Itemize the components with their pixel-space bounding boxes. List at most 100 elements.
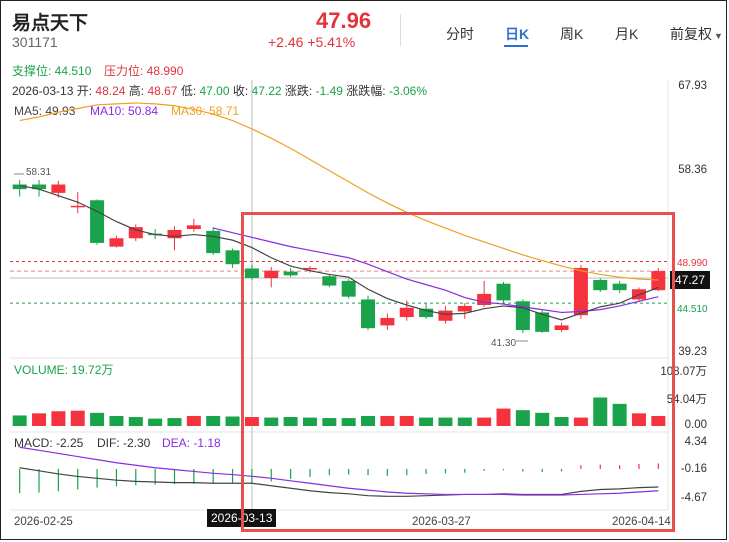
ma10-label: MA10: 50.84 — [90, 104, 159, 118]
candle-body — [264, 270, 279, 279]
volume-bar — [612, 403, 627, 426]
low-annotation: 41.30 — [491, 338, 517, 349]
volume-bar — [438, 417, 453, 426]
candle-body — [70, 205, 85, 208]
high-label: 高: — [128, 84, 148, 98]
candle-body — [535, 312, 550, 332]
support-axis-label: 44.510 — [677, 304, 708, 315]
candle-body — [457, 305, 472, 312]
candle-body — [32, 184, 47, 190]
candle-body — [341, 280, 356, 297]
date-label-start: 2026-02-25 — [14, 516, 73, 528]
tab-intraday[interactable]: 分时 — [446, 26, 474, 42]
volume-bar — [186, 415, 201, 426]
candle-body — [361, 299, 376, 329]
volume-bar — [593, 397, 608, 426]
date-label-mid: 2026-03-27 — [412, 516, 471, 528]
high-value: 48.67 — [147, 84, 178, 98]
tab-monthly-k[interactable]: 月K — [615, 26, 639, 42]
candle-body — [90, 200, 105, 243]
candle-body — [283, 271, 298, 276]
macd-label: MACD: -2.25 — [14, 436, 84, 450]
ma30-label: MA30: 58.71 — [171, 104, 240, 118]
candle-body — [244, 268, 259, 278]
change-label: 涨跌: — [284, 84, 316, 98]
volume-bar — [457, 417, 472, 426]
close-label: 收: — [232, 84, 252, 98]
open-label: 开: — [76, 84, 96, 98]
ohlc-info-row: 2026-03-13 开: 48.24 高: 48.67 低: 47.00 收:… — [12, 82, 427, 99]
candle-body — [554, 325, 569, 331]
ma10-line — [213, 227, 659, 314]
last-price-tag: 47.27 — [670, 271, 710, 289]
open-value: 48.24 — [95, 84, 126, 98]
candle-body — [419, 308, 434, 318]
candle-body — [12, 184, 27, 190]
volume-bar — [419, 417, 434, 426]
candle-body — [167, 229, 182, 239]
adjust-dropdown[interactable]: 前复权 ▼ — [670, 24, 723, 44]
macd-axis-top: 4.34 — [684, 436, 707, 448]
ma5-label: MA5: 49.93 — [14, 104, 76, 118]
volume-bar — [244, 417, 259, 426]
candle-body — [322, 276, 337, 286]
close-value: 47.22 — [251, 84, 282, 98]
volume-bar — [90, 412, 105, 426]
candle-body — [51, 184, 66, 193]
price-axis-bottom: 39.23 — [678, 346, 707, 358]
ma5-line — [19, 184, 659, 321]
pressure-axis-label: 48.990 — [677, 258, 708, 269]
stock-name: 易点天下 — [12, 13, 89, 34]
macd-axis-mid: -0.16 — [680, 463, 707, 475]
volume-bar — [573, 417, 588, 426]
dif-line — [19, 467, 659, 497]
volume-label: VOLUME: 19.72万 — [14, 363, 114, 377]
candle-body — [612, 283, 627, 291]
crosshair-date-tag: 2026-03-13 — [207, 509, 277, 527]
change-pct-label: 涨跌幅: — [346, 84, 389, 98]
volume-bar — [322, 418, 337, 426]
dea-line — [19, 446, 659, 496]
tab-daily-k[interactable]: 日K — [505, 26, 530, 42]
volume-bar — [302, 417, 317, 426]
candle-body — [438, 310, 453, 321]
volume-bar — [70, 410, 85, 426]
adjust-label: 前复权 — [670, 26, 712, 42]
active-tab-indicator — [504, 45, 528, 47]
volume-bar — [515, 410, 530, 426]
candle-body — [496, 283, 511, 301]
volume-bar — [399, 415, 414, 426]
price-change: +2.46 +5.41% — [268, 34, 356, 50]
volume-bar — [477, 417, 492, 426]
candle-body — [225, 250, 240, 265]
volume-bar — [148, 418, 163, 426]
change-pct-value: -3.06% — [388, 84, 427, 98]
volume-bar — [380, 415, 395, 426]
volume-bar — [12, 415, 27, 426]
chevron-down-icon: ▼ — [714, 31, 723, 41]
macd-axis-bottom: -4.67 — [680, 492, 707, 504]
candle-body — [573, 267, 588, 316]
volume-axis-mid: 54.04万 — [666, 394, 707, 406]
volume-axis-bottom: 0.00 — [684, 419, 707, 431]
pressure-level: 压力位: 48.990 — [104, 64, 184, 78]
volume-bar — [631, 413, 646, 426]
candle-body — [206, 230, 221, 254]
volume-bar — [651, 415, 666, 426]
candle-body — [477, 293, 492, 306]
volume-bar — [51, 411, 66, 426]
candle-body — [399, 307, 414, 318]
header-divider — [400, 14, 401, 46]
volume-bar — [109, 415, 124, 426]
support-level: 支撑位: 44.510 — [12, 64, 92, 78]
price-axis-mid: 58.36 — [678, 164, 707, 176]
volume-bar — [361, 415, 376, 426]
candle-body — [593, 279, 608, 291]
tab-weekly-k[interactable]: 周K — [560, 26, 584, 42]
volume-bar — [206, 415, 221, 426]
volume-bar — [128, 417, 143, 426]
date-label-end: 2026-04-14 — [612, 516, 671, 528]
candle-body — [380, 317, 395, 326]
